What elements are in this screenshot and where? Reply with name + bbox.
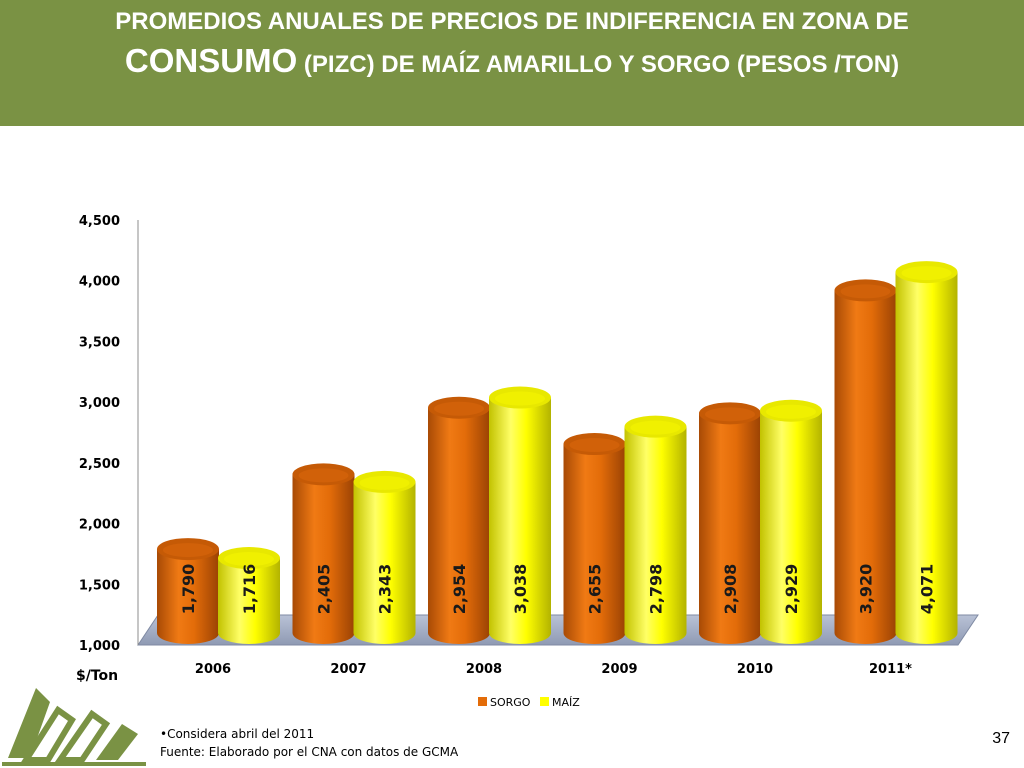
data-label: 2,343	[376, 564, 395, 615]
bar-sorgo-2008	[428, 407, 490, 644]
data-label: 2,655	[586, 564, 605, 615]
title-big-word: CONSUMO	[124, 42, 298, 79]
bar-maíz-2009	[624, 426, 687, 644]
bar-maíz-2008	[489, 397, 551, 644]
y-tick-label: 3,500	[79, 335, 120, 350]
bar-top-highlight	[901, 266, 952, 281]
bar-top-highlight	[630, 420, 681, 435]
bar-top-highlight	[705, 407, 755, 422]
y-tick-label: 2,500	[79, 457, 120, 472]
bar-sorgo-2010	[699, 413, 761, 644]
bar-maíz-2007	[353, 481, 416, 644]
y-tick-label: 2,000	[79, 518, 120, 533]
legend-swatch-sorgo	[478, 697, 487, 706]
y-tick-label: 3,000	[79, 396, 120, 411]
bar-sorgo-2006	[157, 549, 219, 644]
bar-top-highlight	[359, 475, 410, 490]
y-tick-label: 1,500	[79, 578, 120, 593]
y-axis-label: $/Ton	[76, 668, 118, 684]
bar-top-highlight	[495, 391, 545, 406]
cna-logo	[2, 688, 146, 766]
bar-maíz-2010	[760, 410, 822, 644]
legend-label-maíz: MAÍZ	[552, 696, 580, 709]
data-label: 4,071	[918, 564, 937, 615]
bar-top-highlight	[224, 552, 274, 567]
title-line-1: PROMEDIOS ANUALES DE PRECIOS DE INDIFERE…	[115, 8, 909, 35]
bar-sorgo-2009	[563, 444, 626, 644]
page-number: 37	[992, 730, 1010, 747]
data-label: 2,929	[782, 564, 801, 615]
y-tick-label: 1,000	[79, 639, 120, 654]
x-tick-label: 2009	[601, 662, 637, 677]
legend-label-sorgo: SORGO	[490, 696, 531, 709]
legend-swatch-maíz	[540, 697, 549, 706]
y-tick-label: 4,000	[79, 275, 120, 290]
data-label: 1,790	[179, 564, 198, 615]
bar-top-highlight	[163, 543, 213, 558]
bar-sorgo-2011*	[834, 290, 897, 644]
bar-top-highlight	[434, 401, 484, 416]
bar-top-highlight	[766, 404, 816, 419]
bar-maíz-2011*	[895, 272, 958, 644]
title-rest: (PIZC) DE MAÍZ AMARILLO Y SORGO (PESOS /…	[297, 51, 900, 78]
x-tick-label: 2010	[737, 662, 773, 677]
data-label: 1,716	[240, 564, 259, 615]
data-label: 3,038	[511, 564, 530, 615]
title-line-2: CONSUMO (PIZC) DE MAÍZ AMARILLO Y SORGO …	[0, 42, 1024, 80]
title-banner: PROMEDIOS ANUALES DE PRECIOS DE INDIFERE…	[0, 0, 1024, 126]
x-tick-label: 2008	[466, 662, 502, 677]
bar-maíz-2006	[218, 558, 280, 644]
y-tick-label: 4,500	[79, 214, 120, 229]
footnote-considera: •Considera abril del 2011	[160, 727, 315, 741]
bar-top-highlight	[298, 468, 349, 483]
bar-sorgo-2007	[292, 474, 355, 644]
footnote-source: Fuente: Elaborado por el CNA con datos d…	[160, 745, 459, 759]
data-label: 2,954	[450, 564, 469, 615]
x-tick-label: 2011*	[869, 662, 912, 677]
x-tick-label: 2007	[330, 662, 366, 677]
x-tick-label: 2006	[195, 662, 231, 677]
data-label: 2,798	[647, 564, 666, 615]
bar-top-highlight	[840, 284, 891, 299]
data-label: 2,405	[315, 564, 334, 615]
data-label: 2,908	[721, 564, 740, 615]
bar-top-highlight	[569, 438, 620, 453]
data-label: 3,920	[857, 564, 876, 615]
